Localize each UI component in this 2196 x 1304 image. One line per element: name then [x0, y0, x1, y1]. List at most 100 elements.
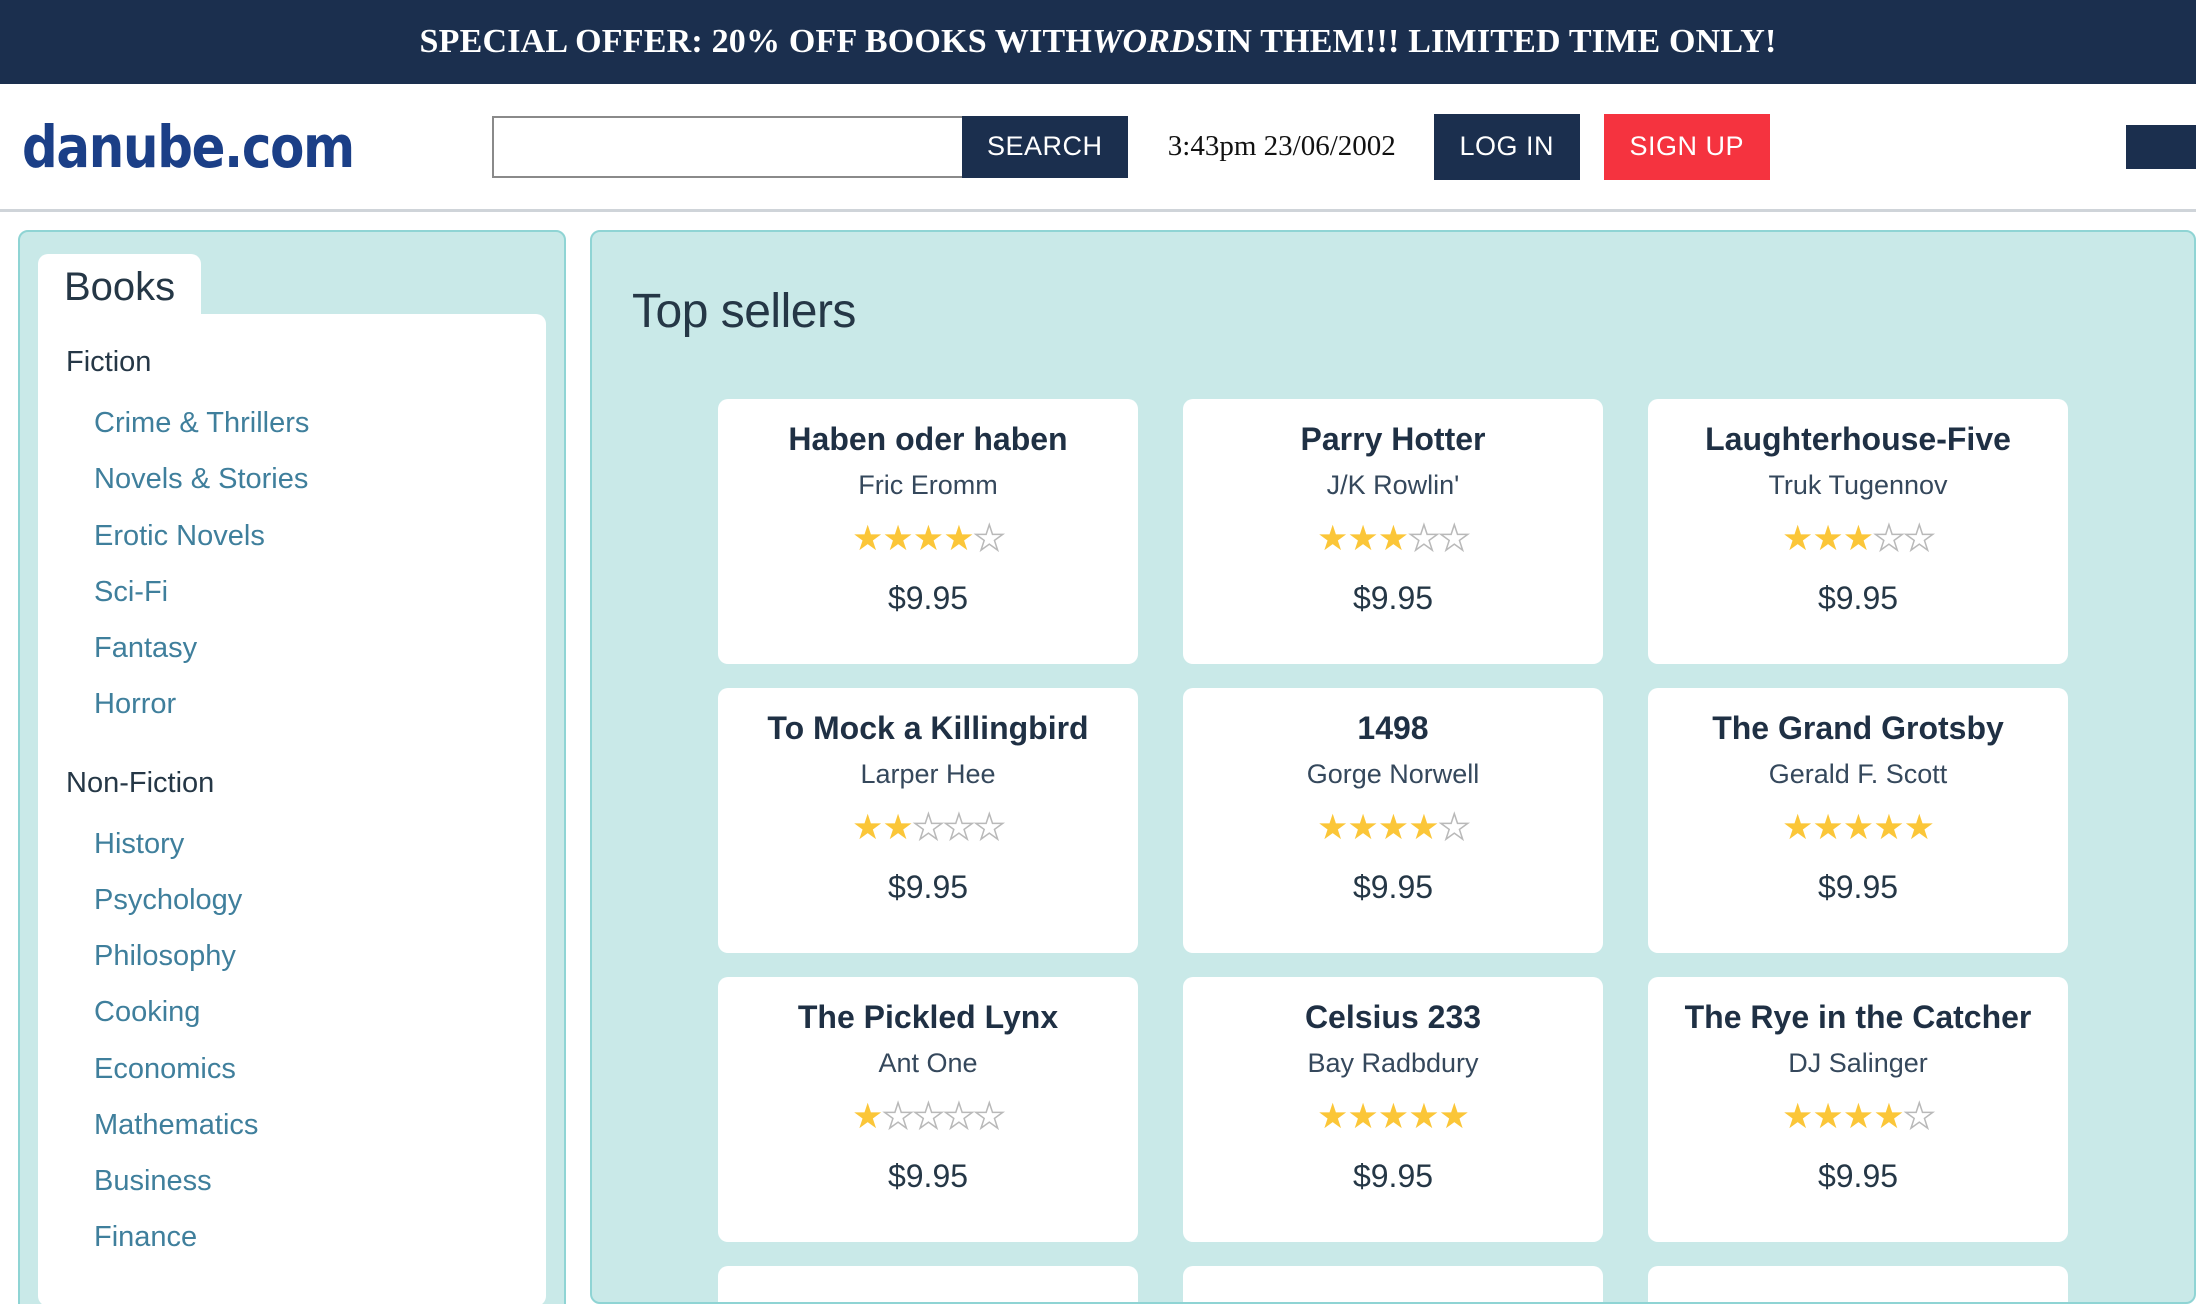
star-rating: ★★★★★	[1662, 518, 2054, 558]
book-author: J/K Rowlin'	[1326, 469, 1460, 500]
star-filled-icon: ★	[1347, 518, 1378, 558]
sidebar-item-psychology[interactable]: Psychology	[94, 883, 243, 916]
book-price: $9.95	[887, 579, 969, 616]
book-title: Laughterhouse-Five	[1705, 421, 2011, 457]
book-title: The Rye in the Catcher	[1684, 999, 2032, 1035]
book-card[interactable]: 1498 Gorge Norwell ★★★★★ $9.95	[1183, 688, 1603, 953]
star-filled-icon: ★	[1842, 1096, 1874, 1136]
site-header: danube.com SEARCH 3:43pm 23/06/2002 LOG …	[0, 84, 2196, 212]
book-card[interactable]: The Pickled Lynx Ant One ★★★★★ $9.95	[718, 977, 1138, 1242]
star-filled-icon: ★	[1377, 1096, 1409, 1136]
sidebar-item-business[interactable]: Business	[94, 1165, 212, 1197]
book-title: Parry Hotter	[1300, 421, 1486, 457]
book-card[interactable]: Laughterhouse-Five Truk Tugennov ★★★★★ $9.9…	[1648, 399, 2068, 664]
sidebar-tab-books[interactable]: Books	[38, 254, 202, 318]
star-rating: ★★★★★	[732, 518, 1124, 558]
book-author: DJ Salinger	[1788, 1047, 1928, 1078]
book-author: Ant One	[878, 1047, 978, 1078]
star-empty-icon: ★	[1872, 518, 1905, 558]
sidebar-item-history[interactable]: History	[94, 827, 185, 860]
star-rating: ★★★★★	[1197, 807, 1589, 847]
star-empty-icon: ★	[942, 807, 975, 847]
book-author: Bay Radbdury	[1307, 1047, 1479, 1078]
header-actions: LOG IN SIGN UP	[1433, 113, 1770, 180]
book-price: $9.95	[1352, 579, 1434, 616]
star-rating: ★★★★★	[1197, 518, 1589, 558]
sidebar-item-horror[interactable]: Horror	[94, 688, 177, 721]
book-card[interactable]: Parry Hotter J/K Rowlin' ★★★★★ $9.95	[1183, 399, 1603, 664]
book-card[interactable]: The Rye in the Catcher DJ Salinger ★★★★★ $9…	[1648, 977, 2068, 1242]
star-empty-icon: ★	[1903, 1096, 1936, 1136]
star-rating: ★★★★★	[732, 807, 1124, 847]
star-empty-icon: ★	[912, 807, 945, 847]
book-price: $9.95	[1817, 868, 1899, 905]
star-filled-icon: ★	[1782, 518, 1813, 558]
star-empty-icon: ★	[942, 1096, 975, 1136]
log-in-button[interactable]: LOG IN	[1433, 113, 1580, 180]
sign-up-button[interactable]: SIGN UP	[1603, 113, 1770, 180]
book-card[interactable]: Celsius 233 Bay Radbdury ★★★★★ $9.95	[1183, 977, 1603, 1242]
star-filled-icon: ★	[1812, 518, 1843, 558]
book-author: Gerald F. Scott	[1768, 758, 1948, 789]
star-filled-icon: ★	[1782, 807, 1813, 847]
star-filled-icon: ★	[1873, 1096, 1904, 1136]
book-author: Gorge Norwell	[1306, 758, 1480, 789]
book-price: $9.95	[1817, 579, 1899, 616]
star-filled-icon: ★	[1873, 807, 1904, 847]
sidebar-item-economics[interactable]: Economics	[94, 1052, 236, 1085]
promo-text-after: IN THEM!!! LIMITED TIME ONLY!	[1214, 23, 1777, 60]
sidebar-item-finance[interactable]: Finance	[94, 1221, 198, 1254]
star-filled-icon: ★	[1782, 1096, 1813, 1136]
sidebar-nav: Fiction Crime & Thrillers Novels & Stories…	[38, 314, 546, 1304]
star-rating: ★★★★★	[1197, 1099, 1589, 1134]
star-filled-icon: ★	[1408, 1096, 1439, 1136]
book-card[interactable]	[1648, 1266, 2068, 1302]
book-price: $9.95	[887, 1157, 969, 1194]
star-filled-icon: ★	[1317, 807, 1348, 847]
book-title: To Mock a Killingbird	[767, 710, 1089, 746]
book-card[interactable]	[718, 1266, 1138, 1302]
book-card[interactable]: Haben oder haben Fric Eromm ★★★★★ $9.95	[718, 399, 1138, 664]
sidebar-item-erotic-novels[interactable]: Erotic Novels	[94, 519, 265, 552]
book-price: $9.95	[1817, 1157, 1899, 1194]
star-filled-icon: ★	[1903, 807, 1935, 847]
sidebar-item-fantasy[interactable]: Fantasy	[94, 632, 198, 664]
sidebar-item-philosophy[interactable]: Philosophy	[94, 940, 236, 972]
star-filled-icon: ★	[1812, 1096, 1843, 1136]
star-filled-icon: ★	[1842, 807, 1874, 847]
cart-box-icon[interactable]	[2126, 124, 2196, 169]
book-author: Truk Tugennov	[1768, 469, 1948, 500]
sidebar-item-novels-stories[interactable]: Novels & Stories	[94, 463, 309, 496]
page-title: Top sellers	[632, 285, 856, 338]
book-card[interactable]	[1183, 1266, 1603, 1302]
sidebar-item-cooking[interactable]: Cooking	[94, 996, 201, 1029]
clock-display: 3:43pm 23/06/2002	[1167, 130, 1396, 162]
sidebar-item-crime-thrillers[interactable]: Crime & Thrillers	[94, 407, 310, 439]
search-bar: SEARCH	[491, 115, 1128, 178]
search-button[interactable]: SEARCH	[961, 115, 1128, 178]
search-input[interactable]	[491, 115, 962, 178]
star-filled-icon: ★	[1317, 518, 1348, 558]
star-rating: ★★★★★	[1662, 1096, 2054, 1136]
top-sellers-panel: Top sellers Haben oder haben Fric Eromm ★★…	[590, 230, 2196, 1304]
star-empty-icon: ★	[912, 1096, 945, 1136]
star-empty-icon: ★	[973, 807, 1006, 847]
star-filled-icon: ★	[882, 518, 913, 558]
book-card[interactable]: The Grand Grotsby Gerald F. Scott ★★★★★ $9.…	[1648, 688, 2068, 953]
promo-text-before: SPECIAL OFFER: 20% OFF BOOKS WITH	[419, 23, 1093, 60]
book-card[interactable]: To Mock a Killingbird Larper Hee ★★★★★ $9.9…	[718, 688, 1138, 953]
book-price: $9.95	[1352, 868, 1434, 905]
star-filled-icon: ★	[852, 807, 883, 847]
book-title: The Pickled Lynx	[797, 999, 1059, 1035]
sidebar-item-sci-fi[interactable]: Sci-Fi	[94, 575, 169, 608]
sidebar-item-mathematics[interactable]: Mathematics	[94, 1108, 259, 1141]
star-filled-icon: ★	[882, 807, 913, 847]
book-card-grid: Haben oder haben Fric Eromm ★★★★★ $9.95 Parr…	[592, 339, 2194, 1302]
star-filled-icon: ★	[852, 518, 883, 558]
site-logo[interactable]: danube.com	[22, 112, 355, 181]
book-price: $9.95	[887, 868, 969, 905]
book-title: 1498	[1357, 710, 1429, 746]
book-author: Fric Eromm	[858, 469, 998, 500]
star-empty-icon: ★	[973, 1096, 1006, 1136]
star-filled-icon: ★	[943, 518, 974, 558]
